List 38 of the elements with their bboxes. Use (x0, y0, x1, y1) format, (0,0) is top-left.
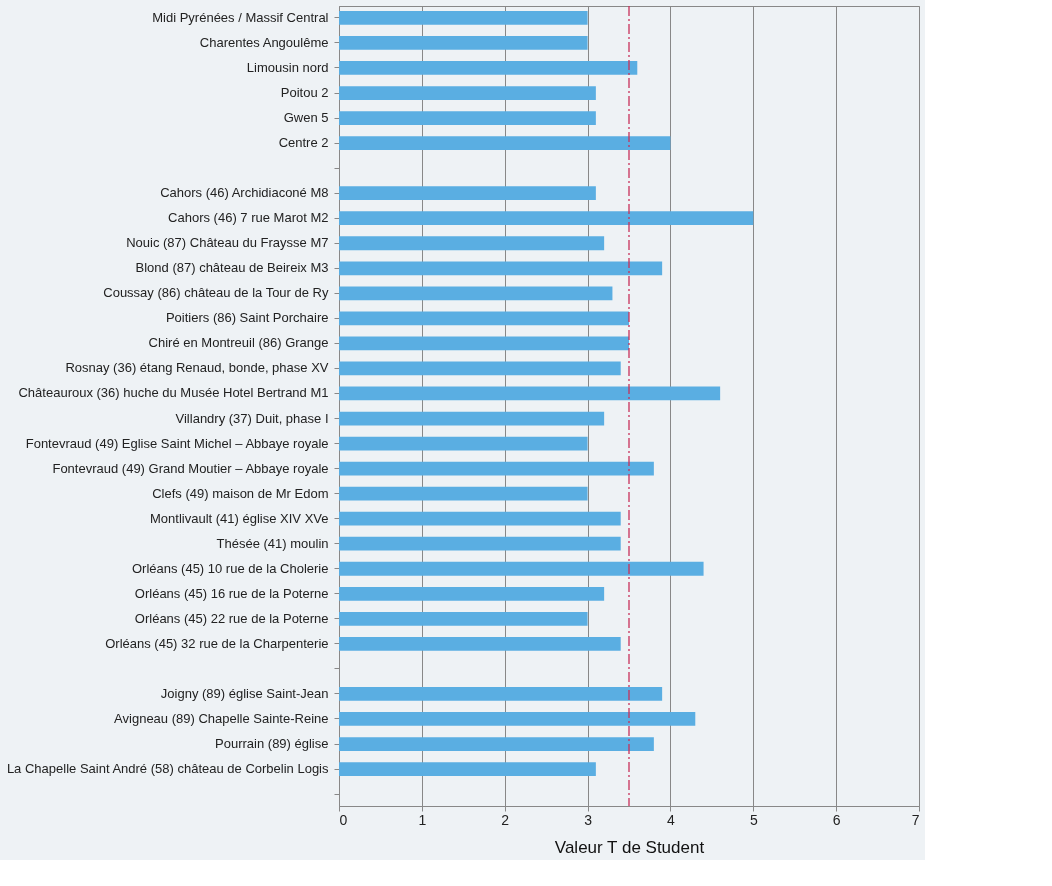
y-tick-label: Thésée (41) moulin (216, 535, 329, 551)
y-tick-label: La Chapelle Saint André (58) château de Corbelin Logis (6, 761, 329, 777)
y-tick-label: Orléans (45) 22 rue de la Poterne (134, 610, 329, 626)
y-tick-label: Rosnay (36) étang Renaud, bonde, phase XV (65, 360, 329, 376)
y-tick-label: Limousin nord (246, 59, 329, 75)
y-tick-label: Poitiers (86) Saint Porchaire (165, 310, 329, 326)
y-tick-label: Charentes Angoulême (199, 34, 329, 50)
y-tick-label: Nouic (87) Château du Fraysse M7 (126, 235, 329, 251)
y-tick-label: Villandry (37) Duit, phase I (175, 410, 329, 426)
x-axis-title: Valeur T de Student (554, 837, 705, 857)
y-tick-label: Chiré en Montreuil (86) Grange (148, 335, 329, 351)
x-tick-label: 5 (749, 811, 758, 828)
y-tick-label: Midi Pyrénées / Massif Central (152, 9, 329, 25)
y-tick-label: Cahors (46) Archidiaconé M8 (160, 185, 329, 201)
y-tick-label: Gwen 5 (283, 110, 329, 126)
y-tick-label: Joigny (89) église Saint-Jean (160, 685, 329, 701)
y-tick-label: Montlivault (41) église XIV XVe (150, 510, 329, 526)
y-tick-label: Pourrain (89) église (215, 736, 329, 752)
y-tick-label: Avigneau (89) Chapelle Sainte-Reine (114, 710, 329, 726)
y-tick-label: Cahors (46) 7 rue Marot M2 (168, 210, 329, 226)
y-tick-label: Centre 2 (278, 135, 329, 151)
y-tick-label: Blond (87) château de Beireix M3 (135, 260, 329, 276)
x-tick-label: 3 (584, 811, 593, 828)
y-tick-label: Poitou 2 (280, 85, 329, 101)
x-tick-label: 4 (667, 811, 676, 828)
y-tick-label: Fontevraud (49) Eglise Saint Michel – Abbaye royale (25, 435, 329, 451)
x-tick-label: 2 (501, 811, 510, 828)
x-tick-label: 6 (832, 811, 841, 828)
y-tick-label: Orléans (45) 16 rue de la Poterne (134, 585, 329, 601)
y-tick-label: Fontevraud (49) Grand Moutier – Abbaye royale (52, 460, 329, 476)
y-tick-label: Coussay (86) château de la Tour de Ry (103, 285, 329, 301)
y-tick-label: Orléans (45) 10 rue de la Cholerie (131, 560, 329, 576)
x-tick-label: 1 (418, 811, 427, 828)
y-tick-label: Clefs (49) maison de Mr Edom (152, 485, 329, 501)
y-tick-label: Orléans (45) 32 rue de la Charpenterie (105, 635, 329, 651)
x-tick-label: 7 (911, 811, 920, 828)
y-tick-label: Châteauroux (36) huche du Musée Hotel Bertrand M1 (18, 385, 329, 401)
x-tick-label: 0 (339, 811, 348, 828)
